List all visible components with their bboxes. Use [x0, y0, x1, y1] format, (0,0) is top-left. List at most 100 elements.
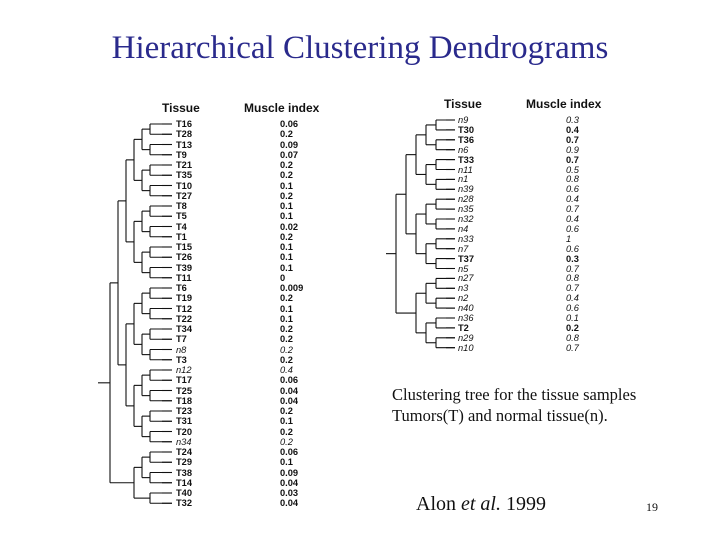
- right_panel-muscle-index-value: 0.7: [566, 134, 579, 145]
- left_panel-tissue-label: T31: [176, 416, 193, 427]
- right-index-header: Muscle index: [526, 97, 602, 111]
- left_panel-tissue-label: T24: [176, 447, 193, 457]
- left_panel-tissue-label: T35: [176, 170, 193, 181]
- left_panel-muscle-index-value: 0.03: [280, 488, 299, 498]
- left_panel-muscle-index-value: 0.1: [280, 303, 293, 314]
- left_panel-tissue-label: n34: [176, 436, 192, 447]
- citation-author: Alon: [416, 493, 461, 515]
- right_panel-muscle-index-value: 0.4: [566, 124, 579, 135]
- left_panel-tissue-label: T34: [176, 324, 193, 334]
- left_panel-muscle-index-value: 0.2: [280, 354, 293, 365]
- right_panel-muscle-index-value: 0.7: [566, 263, 579, 274]
- left_panel-muscle-index-value: 0.2: [280, 324, 293, 334]
- right_panel-muscle-index-value: 0.6: [566, 303, 579, 314]
- caption-line-1: Clustering tree for the tissue samples: [392, 385, 637, 404]
- right_panel-tissue-label: n7: [458, 243, 469, 254]
- left_panel-muscle-index-value: 0.1: [280, 252, 293, 263]
- left_panel-muscle-index-value: 0.1: [280, 457, 293, 468]
- right_panel-tissue-label: T33: [458, 154, 475, 165]
- left_panel-muscle-index-value: 0.2: [280, 406, 293, 416]
- left_panel-tissue-label: T18: [176, 395, 193, 406]
- left_panel-tissue-label: T6: [176, 283, 187, 293]
- left_panel-muscle-index-value: 0.2: [280, 436, 293, 447]
- left_panel-muscle-index-value: 0.02: [280, 221, 299, 232]
- left_panel-tissue-label: T20: [176, 426, 193, 437]
- right_panel-tissue-label: n35: [458, 204, 474, 215]
- right_panel-tissue-label: n33: [458, 233, 474, 244]
- right_panel-muscle-index-value: 0.8: [566, 273, 579, 284]
- right_panel-tissue-label: n39: [458, 184, 474, 195]
- right_panel-muscle-index-value: 0.7: [566, 342, 579, 353]
- left_panel-muscle-index-value: 0.06: [280, 119, 299, 129]
- left_panel-muscle-index-value: 0.04: [280, 385, 299, 396]
- right_panel-muscle-index-value: 0.3: [566, 115, 579, 125]
- left_panel-muscle-index-value: 0.4: [280, 365, 293, 375]
- caption-line-2: Tumors(T) and normal tissue(n).: [392, 406, 608, 425]
- right_panel-muscle-index-value: 0.6: [566, 184, 579, 195]
- left_panel-tissue-label: n8: [176, 344, 187, 355]
- right_panel-tissue-label: n2: [458, 293, 469, 304]
- left_panel-tissue-label: n12: [176, 365, 192, 375]
- left_panel-tissue-label: T1: [176, 231, 187, 242]
- left_panel-muscle-index-value: 0.009: [280, 283, 304, 293]
- left_panel-tissue-label: T16: [176, 119, 193, 129]
- right_panel-tissue-label: n29: [458, 332, 474, 343]
- left_panel-muscle-index-value: 0.04: [280, 498, 299, 509]
- left_panel-tissue-label: T15: [176, 242, 193, 252]
- left_panel-tissue-label: T39: [176, 262, 193, 273]
- left_panel-muscle-index-value: 0.04: [280, 395, 299, 406]
- left_panel-muscle-index-value: 0.2: [280, 426, 293, 437]
- right_panel-tissue-label: n9: [458, 115, 469, 125]
- left_panel-tissue-label: T29: [176, 457, 193, 468]
- right_panel-muscle-index-value: 0.4: [566, 293, 579, 304]
- left_panel-tissue-label: T25: [176, 385, 193, 396]
- right_panel-muscle-index-value: 0.7: [566, 154, 579, 165]
- right_panel-tissue-label: T36: [458, 134, 475, 145]
- right_panel-muscle-index-value: 0.1: [566, 313, 579, 323]
- right_panel-muscle-index-value: 0.5: [566, 164, 579, 175]
- left-dendrogram-panel: Tissue Muscle index T16 0.06 T28 0.2 T13 0.09…: [98, 101, 320, 509]
- left_panel-muscle-index-value: 0.2: [280, 231, 293, 242]
- right_panel-tissue-label: n1: [458, 174, 469, 185]
- right_panel-muscle-index-value: 0.4: [566, 194, 579, 205]
- right_panel-muscle-index-value: 0.4: [566, 214, 579, 224]
- left-index-header: Muscle index: [244, 101, 320, 115]
- right_panel-tissue-label: T37: [458, 253, 475, 264]
- right_panel-tissue-label: n32: [458, 214, 474, 224]
- left_panel-tissue-label: T19: [176, 293, 193, 304]
- right_panel-muscle-index-value: 0.9: [566, 144, 579, 155]
- left_panel-tissue-label: T14: [176, 477, 193, 488]
- right_panel-tissue-label: n36: [458, 313, 474, 323]
- right_panel-tissue-label: n6: [458, 144, 469, 155]
- right_panel-muscle-index-value: 0.8: [566, 174, 579, 185]
- right_panel-tissue-label: n4: [458, 223, 469, 234]
- left_panel-muscle-index-value: 0.2: [280, 334, 293, 345]
- left_panel-tissue-label: T5: [176, 211, 187, 222]
- left_panel-tissue-label: T40: [176, 488, 193, 498]
- right_panel-muscle-index-value: 0.6: [566, 223, 579, 234]
- right_panel-muscle-index-value: 0.7: [566, 283, 579, 294]
- left_panel-muscle-index-value: 0.2: [280, 160, 293, 170]
- right_panel-muscle-index-value: 0.3: [566, 253, 579, 264]
- left_panel-tissue-label: T32: [176, 498, 193, 509]
- citation: Alon et al. 1999: [416, 493, 546, 516]
- left_panel-tissue-label: T28: [176, 129, 193, 140]
- left_panel-muscle-index-value: 0: [280, 272, 286, 283]
- left_panel-muscle-index-value: 0.04: [280, 477, 299, 488]
- citation-year: 1999: [501, 493, 546, 515]
- left_panel-muscle-index-value: 0.1: [280, 262, 293, 273]
- left_panel-tissue-label: T26: [176, 252, 193, 263]
- right_panel-tissue-label: T2: [458, 322, 469, 333]
- page-number: 19: [646, 500, 658, 514]
- left_panel-tissue-label: T7: [176, 334, 187, 345]
- slide-title: Hierarchical Clustering Dendrograms: [111, 30, 609, 66]
- right_panel-tissue-label: n40: [458, 303, 474, 314]
- right_panel-tissue-label: n28: [458, 194, 474, 205]
- left_panel-muscle-index-value: 0.09: [280, 139, 299, 150]
- left_panel-muscle-index-value: 0.2: [280, 293, 293, 304]
- left_panel-muscle-index-value: 0.2: [280, 129, 293, 140]
- left_panel-tissue-label: T22: [176, 313, 193, 324]
- left_panel-muscle-index-value: 0.2: [280, 344, 293, 355]
- right_panel-muscle-index-value: 0.8: [566, 332, 579, 343]
